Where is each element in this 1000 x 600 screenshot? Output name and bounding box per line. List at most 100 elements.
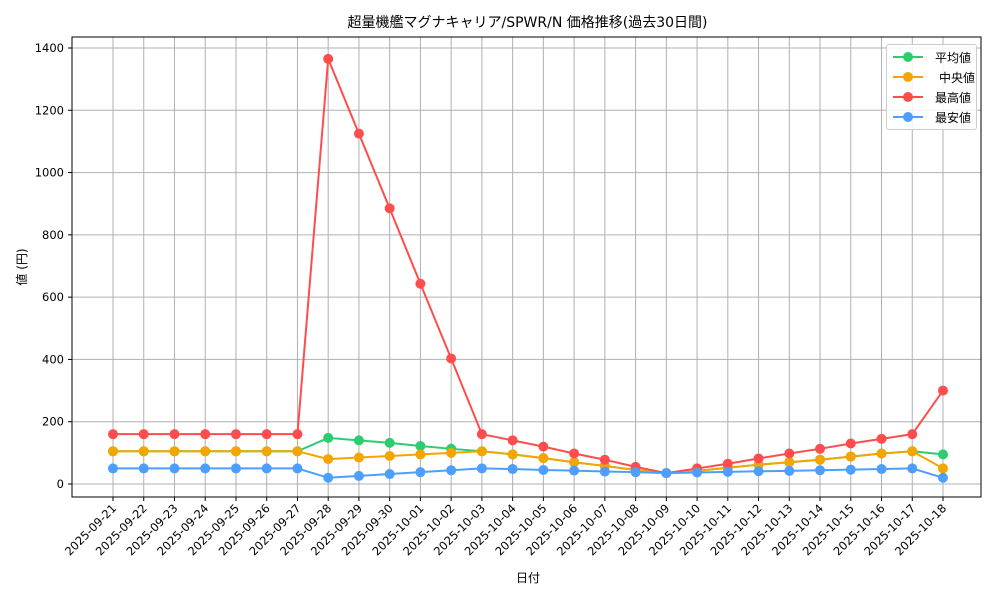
data-point [476, 429, 487, 440]
data-point [815, 454, 826, 465]
data-point [292, 429, 303, 440]
data-point [507, 449, 518, 460]
legend-item-median: 中央値 [887, 67, 976, 87]
data-point [138, 429, 149, 440]
data-point [907, 463, 918, 474]
data-point [323, 454, 334, 465]
data-point [476, 463, 487, 474]
data-point [476, 446, 487, 457]
data-point [599, 454, 610, 465]
series-line [113, 467, 944, 479]
y-axis-label: 値 (円) [14, 248, 29, 285]
y-tick-label: 1000 [35, 166, 64, 180]
data-point [169, 463, 180, 474]
data-point [599, 466, 610, 477]
y-tick-label: 600 [42, 290, 64, 304]
legend-marker-icon [893, 71, 923, 83]
data-point [230, 429, 241, 440]
y-tick-label: 1200 [35, 103, 64, 117]
data-point [815, 443, 826, 454]
data-point [415, 278, 426, 289]
data-point [876, 448, 887, 459]
data-point [261, 429, 272, 440]
data-point [446, 447, 457, 458]
data-point [415, 449, 426, 460]
data-point [292, 446, 303, 457]
data-point [200, 446, 211, 457]
plot-frame [71, 36, 982, 498]
series-line [113, 450, 944, 475]
y-tick-label: 800 [42, 228, 64, 242]
data-point [876, 464, 887, 475]
data-point [323, 472, 334, 483]
data-point [538, 464, 549, 475]
data-point [538, 441, 549, 452]
data-point [907, 446, 918, 457]
data-point [876, 433, 887, 444]
data-point [938, 472, 948, 483]
data-point [230, 446, 241, 457]
grid-lines [72, 37, 981, 497]
data-point [108, 446, 118, 457]
legend-label: 最高値 [935, 90, 972, 105]
data-point [722, 466, 733, 477]
data-point [569, 465, 580, 476]
chart-title: 超量機艦マグナキャリア/SPWR/N 価格推移(過去30日間) [347, 15, 708, 31]
data-point [784, 465, 795, 476]
legend-item-average: 平均値 [887, 47, 976, 67]
legend-marker-icon [893, 51, 923, 63]
y-axis: 0 200 400 600 800 1000 1200 1400 [35, 41, 72, 491]
x-axis-label: 日付 [516, 571, 540, 585]
data-point [630, 467, 641, 478]
data-point [138, 446, 149, 457]
data-point [169, 429, 180, 440]
data-point [353, 435, 364, 446]
data-point [784, 457, 795, 468]
data-point [230, 463, 241, 474]
data-point [384, 450, 395, 461]
legend-item-min: 最安値 [887, 107, 976, 127]
legend-marker-icon [893, 111, 923, 123]
data-point [415, 441, 426, 452]
series-最高値 [108, 53, 948, 479]
data-point [446, 465, 457, 476]
data-point [108, 429, 118, 440]
data-point [446, 353, 457, 364]
data-point [323, 53, 334, 64]
series-line [113, 58, 944, 475]
legend-label: 最安値 [935, 110, 972, 125]
data-point [938, 463, 948, 474]
y-tick-label: 1400 [35, 41, 64, 55]
x-axis: 2025-09-212025-09-222025-09-232025-09-24… [62, 497, 949, 558]
data-point [200, 429, 211, 440]
y-tick-label: 400 [42, 352, 64, 366]
data-point [845, 451, 856, 462]
legend-label: 平均値 [935, 50, 972, 65]
legend-marker-icon [893, 91, 923, 103]
data-point [569, 448, 580, 459]
data-point [200, 463, 211, 474]
legend: 平均値 中央値 最高値 最安値 [886, 44, 977, 130]
data-point [815, 465, 826, 476]
data-point [507, 464, 518, 475]
data-point [384, 437, 395, 448]
data-point [138, 463, 149, 474]
data-point [415, 467, 426, 478]
data-point [353, 452, 364, 463]
data-point [507, 435, 518, 446]
legend-item-max: 最高値 [887, 87, 976, 107]
y-tick-label: 200 [42, 415, 64, 429]
data-point [907, 429, 918, 440]
data-point [845, 438, 856, 449]
data-point [845, 464, 856, 475]
data-point [292, 463, 303, 474]
data-point [938, 385, 948, 396]
data-point [261, 446, 272, 457]
data-point [384, 203, 395, 214]
data-point [538, 453, 549, 464]
data-point [261, 463, 272, 474]
data-point [169, 446, 180, 457]
data-point [722, 458, 733, 469]
data-point [384, 469, 395, 480]
